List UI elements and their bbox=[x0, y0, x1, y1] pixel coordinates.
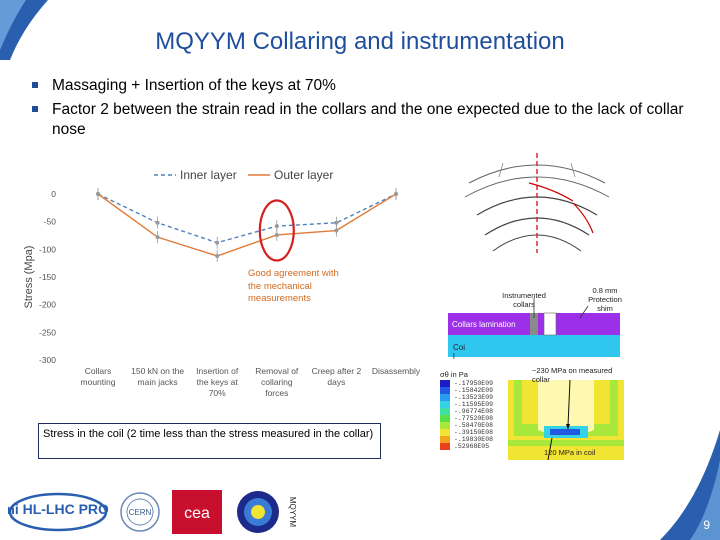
bullet-item: Massaging + Insertion of the keys at 70% bbox=[32, 76, 692, 96]
legend-value: -.96774E08 bbox=[454, 408, 494, 415]
series-line bbox=[97, 193, 397, 257]
collar-section-drawing bbox=[464, 153, 610, 253]
y-tick-label: -250 bbox=[39, 327, 56, 337]
cea-logo: cea bbox=[172, 490, 222, 534]
legend-color-swatch bbox=[440, 429, 450, 436]
legend-value: -.13523E09 bbox=[454, 394, 494, 401]
y-tick-label: -300 bbox=[39, 355, 56, 365]
legend-value: .52968E05 bbox=[454, 443, 490, 450]
legend-color-swatch bbox=[440, 422, 450, 429]
y-tick-label: -150 bbox=[39, 272, 56, 282]
bullet-item: Factor 2 between the strain read in the … bbox=[32, 100, 692, 140]
hilumi-logo: HiLumi HL-LHC PROJECT bbox=[8, 492, 108, 532]
coil-stress-label: 120 MPa in coil bbox=[544, 448, 596, 457]
slide-title: MQYYM Collaring and instrumentation bbox=[155, 28, 565, 55]
legend-label: Outer layer bbox=[274, 168, 333, 182]
page-number: 9 bbox=[703, 518, 710, 532]
chart-annotation: Good agreement with the mechanical measu… bbox=[248, 268, 339, 304]
series-line bbox=[97, 193, 397, 244]
legend-value: -.19830E08 bbox=[454, 436, 494, 443]
y-tick-label: -200 bbox=[39, 300, 56, 310]
x-tick-label: Creep after 2 days bbox=[312, 366, 362, 387]
coil-band bbox=[448, 335, 620, 357]
legend-value: -.39150E08 bbox=[454, 429, 494, 436]
logo-bar: HiLumi HL-LHC PROJECT CERN cea MQYYM bbox=[8, 488, 308, 536]
corner-swoosh-top-left bbox=[0, 0, 48, 60]
legend-color-swatch bbox=[440, 387, 450, 394]
x-tick-label: Insertion of the keys at 70% bbox=[196, 366, 239, 398]
x-tick-label: Removal of collaring forces bbox=[255, 366, 299, 398]
sigma-label: σθ in Pa bbox=[440, 370, 468, 379]
stress-contour-figure: σθ in Pa -.17950E09 -.15842E09 -.13523E09-… bbox=[440, 360, 624, 460]
legend-value: -.58470E08 bbox=[454, 422, 494, 429]
bullet-marker bbox=[32, 82, 38, 88]
legend-label: Inner layer bbox=[180, 168, 237, 182]
corner-swoosh-bottom-right bbox=[660, 430, 720, 540]
stress-chart: Stress (Mpa) 0 -50 -100 -150 -200 -250 -300 Coll… bbox=[14, 160, 430, 408]
cern-logo-text: CERN bbox=[129, 508, 152, 517]
bullet-text: Factor 2 between the strain read in the … bbox=[52, 101, 684, 138]
coil-stress-note: Stress in the coil (2 time less than the… bbox=[38, 423, 381, 459]
contour-color-legend bbox=[440, 380, 452, 450]
legend-value: -.77520E08 bbox=[454, 415, 494, 422]
legend-value: -.15842E09 bbox=[454, 387, 494, 394]
x-tick-label: Disassembly bbox=[372, 366, 421, 376]
legend-color-swatch bbox=[440, 436, 450, 443]
legend-color-swatch bbox=[440, 380, 450, 387]
legend-color-swatch bbox=[440, 415, 450, 422]
legend-color-swatch bbox=[440, 394, 450, 401]
legend-color-swatch bbox=[440, 408, 450, 415]
contour-legend-values: -.17950E09 -.15842E09 -.13523E09 -.11595E09… bbox=[454, 380, 493, 450]
y-tick-label: -50 bbox=[44, 217, 57, 227]
legend-color-swatch bbox=[440, 443, 450, 450]
lamination-label: Collars lamination bbox=[452, 320, 516, 329]
cea-logo-text: cea bbox=[184, 505, 210, 522]
mqyym-logo-text: MQYYM bbox=[288, 497, 297, 528]
contour-plot bbox=[508, 380, 624, 460]
mqyym-logo: MQYYM bbox=[237, 491, 297, 533]
stress-chart-svg: Stress (Mpa) 0 -50 -100 -150 -200 -250 -300 Coll… bbox=[23, 168, 421, 398]
y-tick-label: -100 bbox=[39, 244, 56, 254]
bullet-marker bbox=[32, 106, 38, 112]
bullet-text: Massaging + Insertion of the keys at 70% bbox=[52, 77, 336, 94]
collar-stress-label: ~230 MPa on measured collar bbox=[532, 366, 613, 384]
highlight-ellipse bbox=[258, 199, 295, 262]
cern-logo: CERN bbox=[120, 492, 160, 532]
y-tick-label: 0 bbox=[51, 189, 56, 199]
legend-value: -.17950E09 bbox=[454, 380, 494, 387]
instrumented-collars-label: Instrumented collars bbox=[502, 291, 546, 309]
hilumi-logo-text: HiLumi HL-LHC PROJECT bbox=[8, 501, 108, 517]
legend-color-swatch bbox=[440, 401, 450, 408]
legend-value: -.11595E09 bbox=[454, 401, 494, 408]
y-axis-label: Stress (Mpa) bbox=[23, 246, 35, 309]
x-tick-label: 150 kN on the main jacks bbox=[131, 366, 184, 387]
bullet-list: Massaging + Insertion of the keys at 70%… bbox=[32, 76, 692, 144]
x-tick-label: Collars mounting bbox=[81, 366, 116, 387]
coil-label: Coi l bbox=[453, 343, 466, 361]
protection-shim-label: 0.8 mm Protection shim bbox=[588, 286, 622, 313]
